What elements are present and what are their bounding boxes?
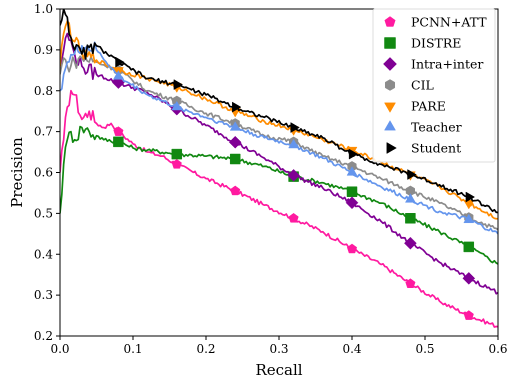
legend-label-cil: CIL	[411, 78, 434, 93]
y-tick-label: 0.4	[34, 247, 53, 261]
x-tick-label: 0.5	[415, 342, 434, 356]
series-student	[60, 9, 498, 214]
data-point-distre	[229, 153, 241, 165]
data-point-student	[465, 191, 476, 203]
x-tick-label: 0.4	[342, 342, 361, 356]
legend-label-teacher: Teacher	[411, 120, 462, 135]
y-tick-label: 0.5	[34, 206, 53, 220]
legend-label-distre: DISTRE	[411, 36, 461, 51]
data-point-intra-inter	[287, 169, 300, 182]
y-tick-label: 0.6	[34, 166, 53, 180]
legend-label-intra-inter: Intra+inter	[411, 57, 483, 72]
legend-item-intra-inter: Intra+inter	[383, 57, 483, 72]
series-line-distre	[60, 125, 498, 265]
data-point-pcnn-att	[230, 185, 241, 196]
y-tick-label: 0.8	[34, 84, 53, 98]
data-point-intra-inter	[404, 236, 417, 250]
y-axis-title: Precision	[8, 137, 26, 208]
legend: PCNN+ATT DISTRE Intra+inter CIL PARE Teacher S…	[372, 8, 496, 163]
data-point-distre	[463, 241, 475, 253]
data-point-pcnn-att	[346, 243, 358, 254]
x-tick-label: 0.0	[50, 342, 69, 356]
x-tick-label: 0.3	[269, 342, 288, 356]
series-intra-inter	[60, 32, 498, 295]
data-point-student	[290, 122, 300, 133]
y-tick-label: 1.0	[34, 2, 53, 16]
data-point-distre	[405, 213, 416, 224]
y-tick-label: 0.3	[34, 288, 53, 302]
data-point-student	[348, 148, 359, 160]
data-point-teacher	[229, 121, 241, 131]
series-pcnn-att	[60, 89, 498, 328]
axes-layer: 0.0 0.1 0.2 0.3 0.4 0.5 0.6 0.2 0.3 0.4 0.5 0.6 0.7 0…	[34, 2, 508, 356]
data-point-student	[407, 169, 417, 180]
x-tick-label: 0.2	[196, 342, 215, 356]
series-line-teacher	[60, 41, 498, 235]
legend-marker-pcnn-att	[384, 16, 396, 27]
data-point-pcnn-att	[288, 212, 299, 223]
data-point-distre	[171, 148, 183, 160]
legend-marker-teacher	[384, 120, 396, 131]
legend-marker-pare	[384, 102, 396, 113]
data-point-teacher	[404, 193, 416, 203]
legend-marker-intra-inter	[383, 57, 397, 71]
data-point-pcnn-att	[405, 278, 416, 288]
legend-label-student: Student	[411, 141, 461, 156]
data-point-distre	[113, 136, 124, 148]
series-line-pcnn-att	[60, 89, 498, 328]
legend-label-pare: PARE	[411, 99, 446, 114]
series-teacher	[60, 41, 498, 235]
legend-marker-cil	[384, 79, 396, 91]
legend-marker-student	[386, 142, 397, 154]
legend-item-pcnn-att: PCNN+ATT	[384, 15, 487, 30]
data-point-teacher	[463, 213, 475, 224]
legend-item-cil: CIL	[384, 78, 434, 93]
legend-item-teacher: Teacher	[384, 120, 462, 135]
series-line-student	[60, 9, 498, 214]
x-tick-label: 0.1	[123, 342, 142, 356]
legend-label-pcnn-att: PCNN+ATT	[411, 15, 487, 30]
legend-box	[372, 8, 496, 163]
data-point-intra-inter	[228, 135, 242, 149]
y-tick-label: 0.9	[34, 43, 53, 57]
data-point-teacher	[112, 70, 124, 80]
data-point-student	[232, 101, 242, 113]
data-point-intra-inter	[345, 196, 359, 210]
data-point-teacher	[288, 138, 300, 149]
data-point-distre	[346, 186, 358, 197]
series-line-intra-inter	[60, 32, 498, 295]
legend-item-pare: PARE	[384, 99, 446, 114]
legend-item-student: Student	[386, 141, 461, 156]
legend-item-distre: DISTRE	[384, 36, 461, 51]
data-point-teacher	[346, 166, 358, 176]
data-point-intra-inter	[112, 76, 125, 89]
x-axis-title: Recall	[255, 361, 302, 379]
data-point-teacher	[171, 100, 183, 111]
y-tick-label: 0.7	[34, 125, 53, 139]
data-point-pcnn-att	[463, 310, 474, 320]
data-point-student	[173, 79, 184, 91]
legend-marker-distre	[384, 37, 396, 49]
data-point-pcnn-att	[171, 159, 182, 169]
series-line-cil	[60, 55, 498, 231]
series-layer	[60, 9, 498, 328]
x-tick-label: 0.6	[488, 342, 507, 356]
data-point-intra-inter	[462, 272, 476, 285]
data-point-student	[115, 56, 125, 68]
y-tick-label: 0.2	[34, 329, 53, 343]
data-point-pcnn-att	[113, 126, 124, 136]
